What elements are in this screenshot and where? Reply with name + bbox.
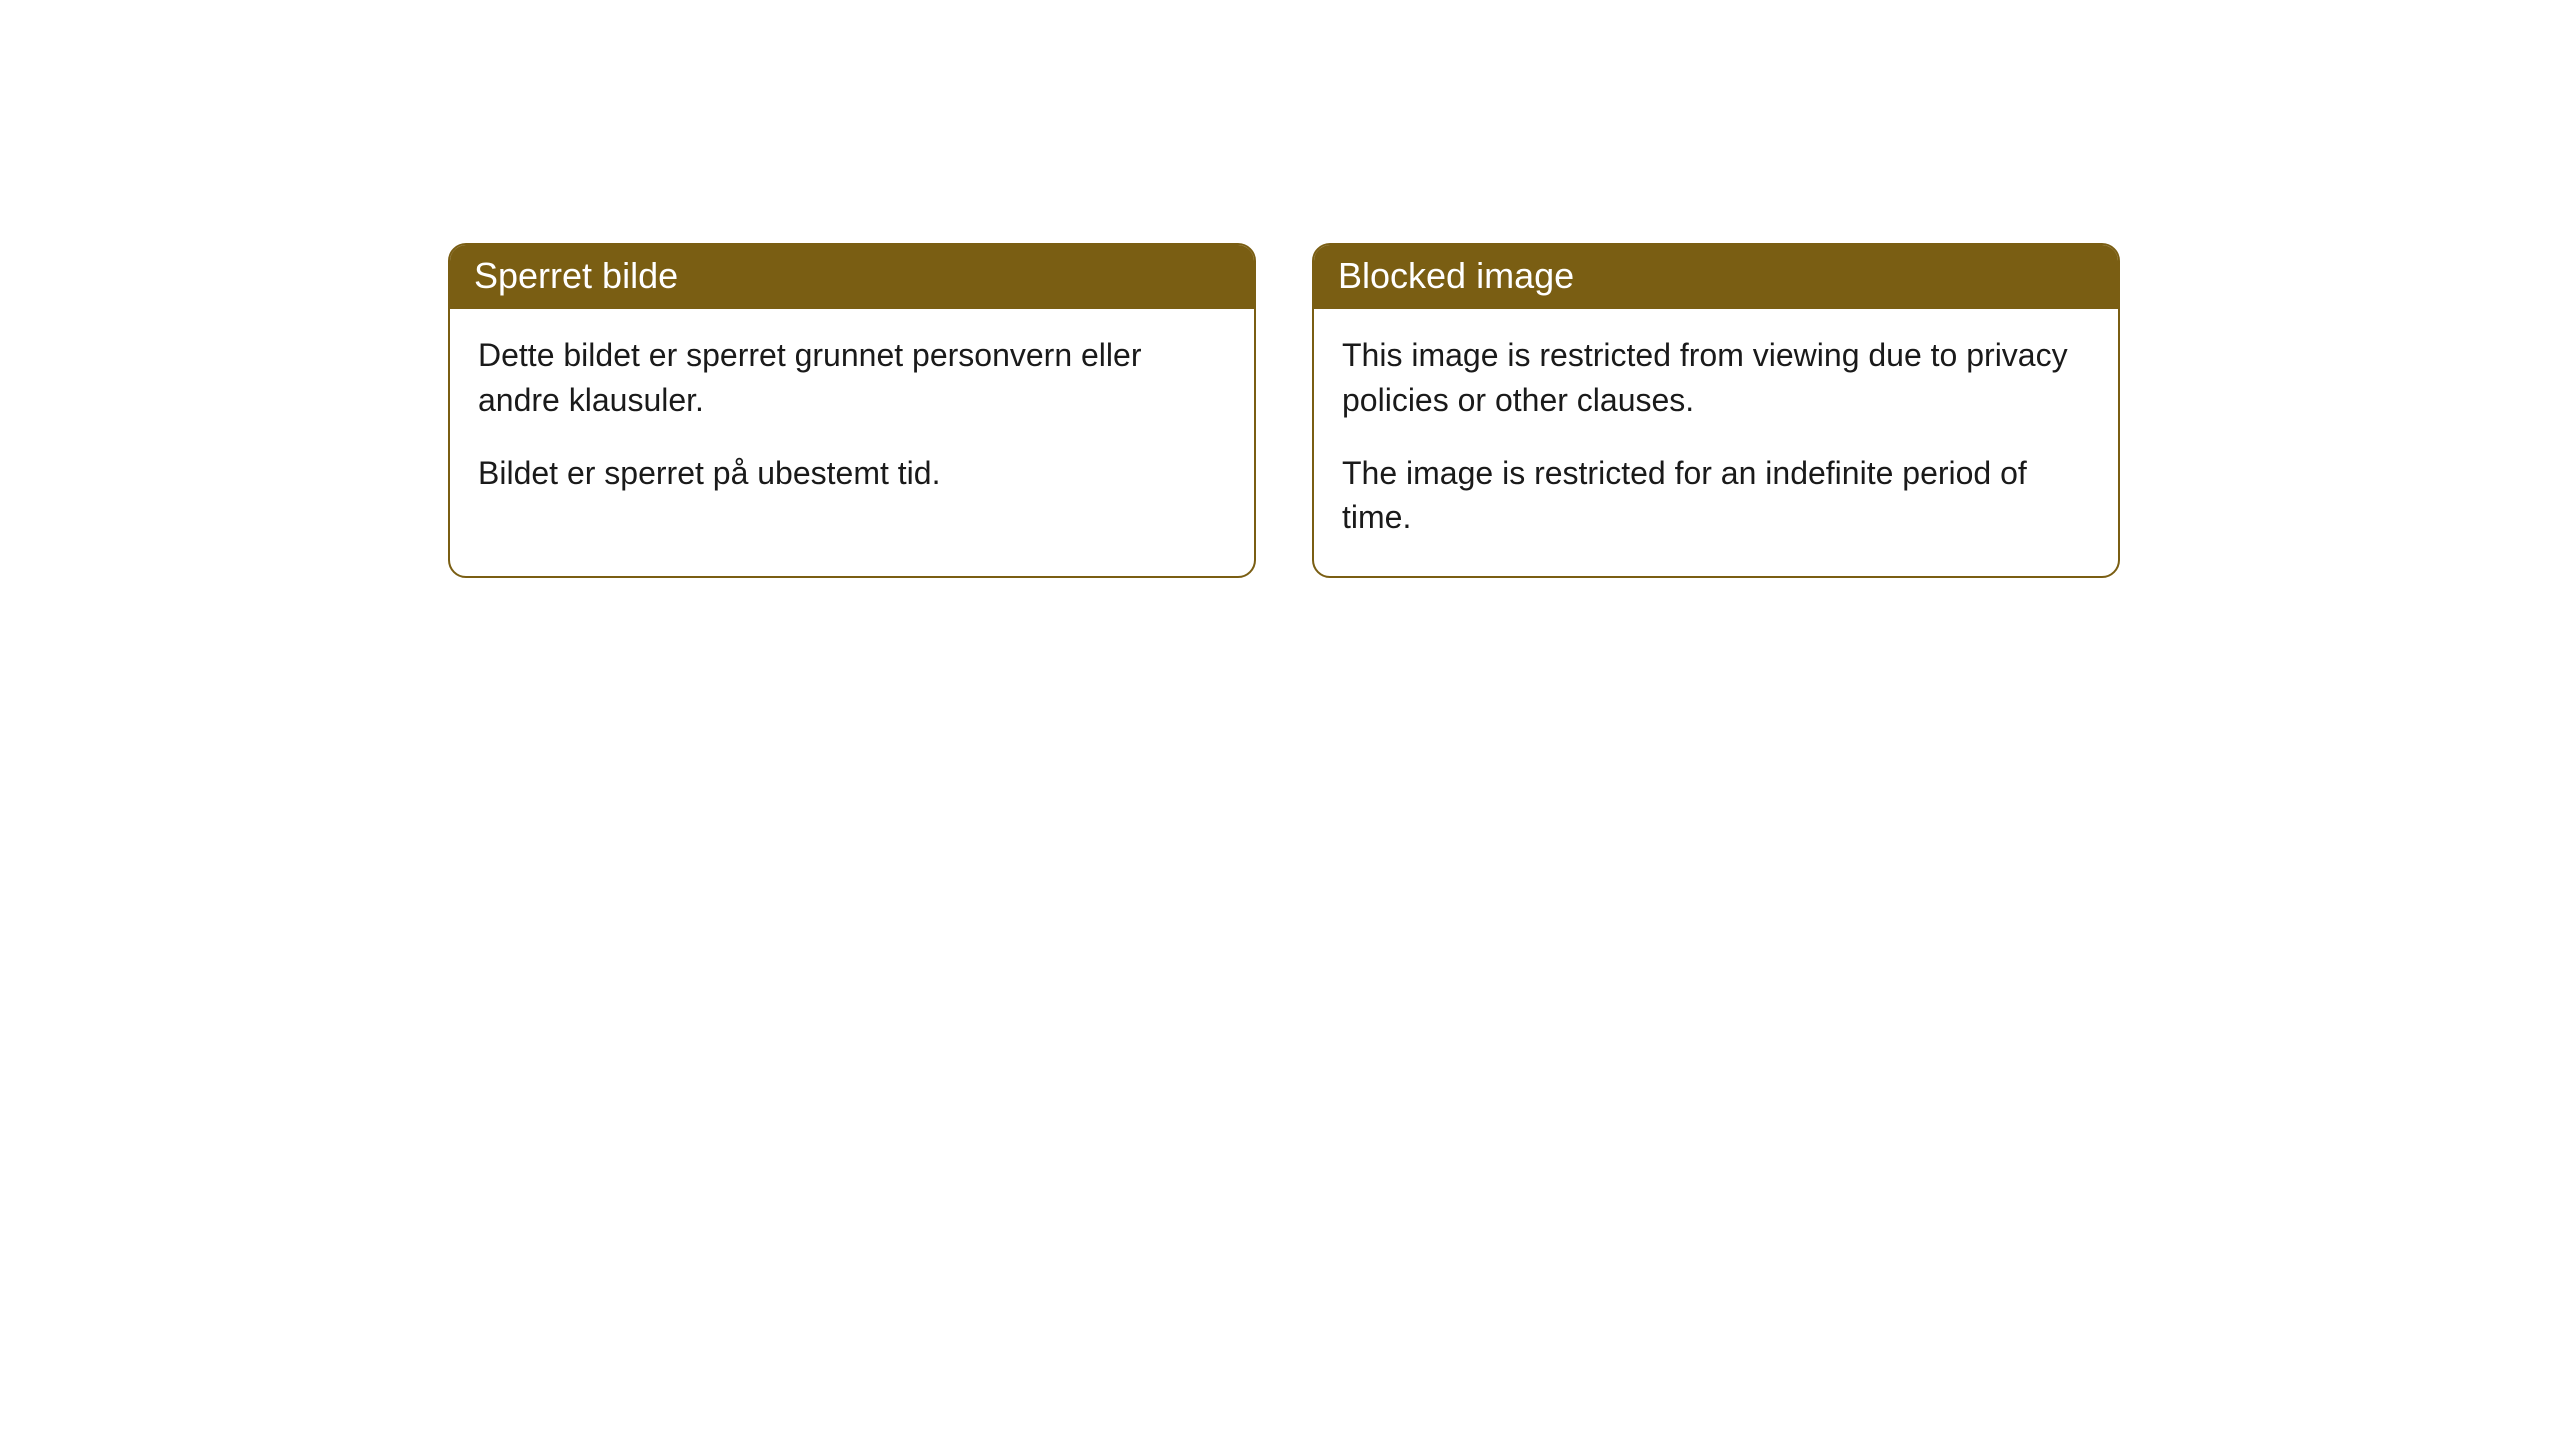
- blocked-image-card-no: Sperret bilde Dette bildet er sperret gr…: [448, 243, 1256, 578]
- card-text-en-1: This image is restricted from viewing du…: [1342, 333, 2090, 423]
- card-text-no-1: Dette bildet er sperret grunnet personve…: [478, 333, 1226, 423]
- blocked-image-card-en: Blocked image This image is restricted f…: [1312, 243, 2120, 578]
- card-text-en-2: The image is restricted for an indefinit…: [1342, 451, 2090, 541]
- notice-cards-container: Sperret bilde Dette bildet er sperret gr…: [0, 0, 2560, 578]
- card-body-no: Dette bildet er sperret grunnet personve…: [450, 309, 1254, 531]
- card-text-no-2: Bildet er sperret på ubestemt tid.: [478, 451, 1226, 496]
- card-title-no: Sperret bilde: [450, 245, 1254, 309]
- card-title-en: Blocked image: [1314, 245, 2118, 309]
- card-body-en: This image is restricted from viewing du…: [1314, 309, 2118, 576]
